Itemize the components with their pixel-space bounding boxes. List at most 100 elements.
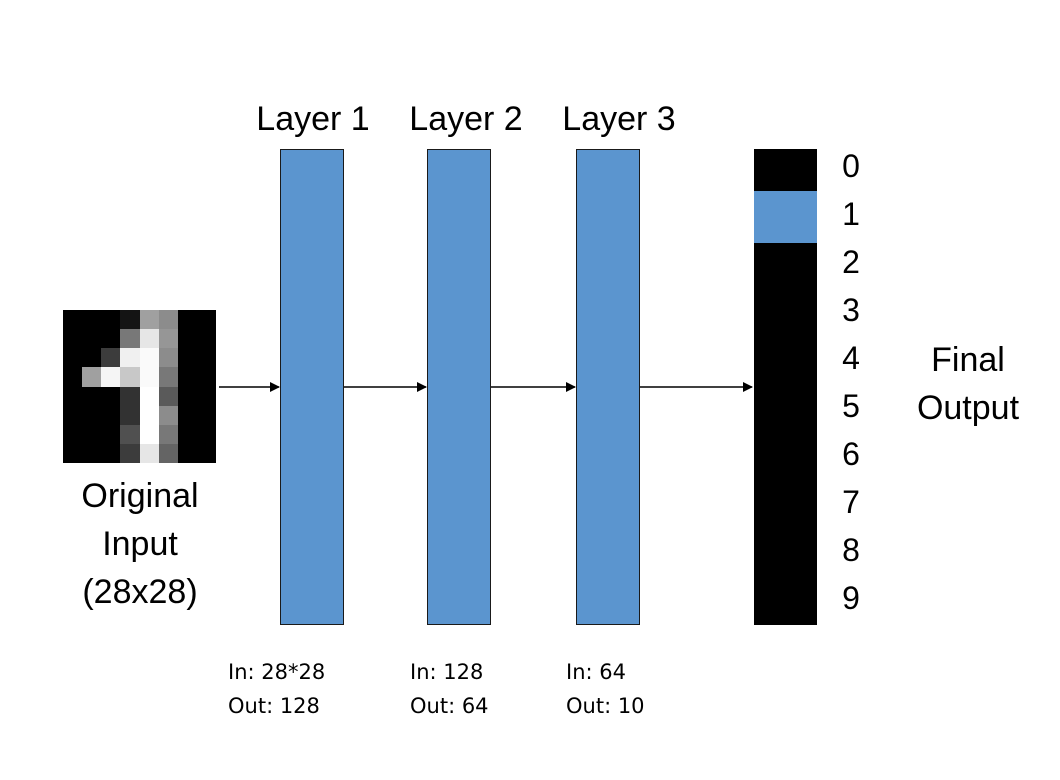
input-pixel (178, 406, 197, 425)
input-pixel (120, 367, 140, 387)
final-output-line: Final (931, 341, 1005, 379)
input-pixel (120, 310, 140, 329)
input-pixel (82, 406, 101, 425)
layer-2-box (427, 149, 491, 625)
output-highlight (754, 191, 817, 243)
input-caption: Original Input (28x28) (40, 472, 240, 616)
input-pixel (140, 348, 159, 367)
input-pixel (101, 310, 120, 329)
input-pixel (120, 348, 140, 367)
layer-2-title: Layer 2 (409, 100, 523, 138)
input-pixel (197, 367, 216, 387)
output-digit: 2 (842, 244, 860, 280)
output-digit: 0 (842, 148, 860, 184)
input-pixel (197, 329, 216, 348)
input-pixel (178, 329, 197, 348)
output-bar (754, 149, 817, 625)
layer-1-out: Out: 128 (228, 694, 320, 718)
input-pixel (197, 444, 216, 463)
layer-1-title: Layer 1 (256, 100, 370, 138)
input-pixel (197, 406, 216, 425)
output-digit: 1 (842, 196, 860, 232)
input-pixel (159, 387, 178, 406)
input-caption-line: Original (81, 477, 199, 515)
input-caption-line: (28x28) (82, 573, 198, 611)
input-caption-line: Input (102, 525, 178, 563)
input-pixel (140, 310, 159, 329)
input-pixel (197, 310, 216, 329)
output-digit: 6 (842, 436, 860, 472)
input-pixel (178, 387, 197, 406)
input-pixel (82, 387, 101, 406)
input-pixel (159, 367, 178, 387)
layer-2-in: In: 128 (410, 660, 484, 684)
input-pixel (101, 348, 120, 367)
input-pixel (82, 444, 101, 463)
input-pixel (82, 367, 101, 387)
output-digit: 3 (842, 292, 860, 328)
input-pixel (101, 367, 120, 387)
input-pixel (82, 310, 101, 329)
input-pixel (63, 444, 82, 463)
layer-3-box (576, 149, 640, 625)
input-pixel (140, 329, 159, 348)
input-pixel (120, 406, 140, 425)
layer-3-out: Out: 10 (566, 694, 645, 718)
output-digit: 8 (842, 532, 860, 568)
final-output-line: Output (916, 389, 1020, 427)
layer-1-box (280, 149, 344, 625)
output-digit: 9 (842, 580, 860, 616)
input-pixel (63, 425, 82, 444)
layer-2-stats: In: 128 Out: 64 (410, 655, 489, 723)
input-pixel (82, 348, 101, 367)
output-digit: 4 (842, 340, 860, 376)
input-pixel (82, 425, 101, 444)
mnist-input-image (63, 310, 216, 463)
final-output-label: Final Output (900, 336, 1036, 432)
layer-3-title: Layer 3 (562, 100, 676, 138)
input-pixel (159, 406, 178, 425)
input-pixel (101, 329, 120, 348)
input-pixel (159, 425, 178, 444)
input-pixel (159, 310, 178, 329)
input-pixel (101, 425, 120, 444)
input-pixel (120, 444, 140, 463)
input-pixel (101, 387, 120, 406)
input-pixel (120, 329, 140, 348)
input-pixel (120, 387, 140, 406)
input-pixel (63, 387, 82, 406)
input-pixel (140, 406, 159, 425)
layer-3-in: In: 64 (566, 660, 626, 684)
input-pixel (197, 425, 216, 444)
input-pixel (63, 406, 82, 425)
output-digit: 7 (842, 484, 860, 520)
layer-3-stats: In: 64 Out: 10 (566, 655, 645, 723)
input-pixel (178, 310, 197, 329)
input-pixel (63, 310, 82, 329)
input-pixel (140, 367, 159, 387)
input-pixel (140, 444, 159, 463)
input-pixel (120, 425, 140, 444)
input-pixel (178, 425, 197, 444)
layer-1-stats: In: 28*28 Out: 128 (228, 655, 325, 723)
input-pixel (159, 329, 178, 348)
layer-1-in: In: 28*28 (228, 660, 326, 684)
input-pixel (63, 367, 82, 387)
input-pixel (159, 348, 178, 367)
input-pixel (178, 444, 197, 463)
input-pixel (159, 444, 178, 463)
input-pixel (63, 329, 82, 348)
layer-2-out: Out: 64 (410, 694, 489, 718)
output-digit: 5 (842, 388, 860, 424)
input-pixel (197, 348, 216, 367)
input-pixel (140, 387, 159, 406)
input-pixel (101, 406, 120, 425)
input-pixel (178, 367, 197, 387)
input-pixel (101, 444, 120, 463)
input-pixel (140, 425, 159, 444)
input-pixel (178, 348, 197, 367)
input-pixel (63, 348, 82, 367)
input-pixel (82, 329, 101, 348)
input-pixel (197, 387, 216, 406)
